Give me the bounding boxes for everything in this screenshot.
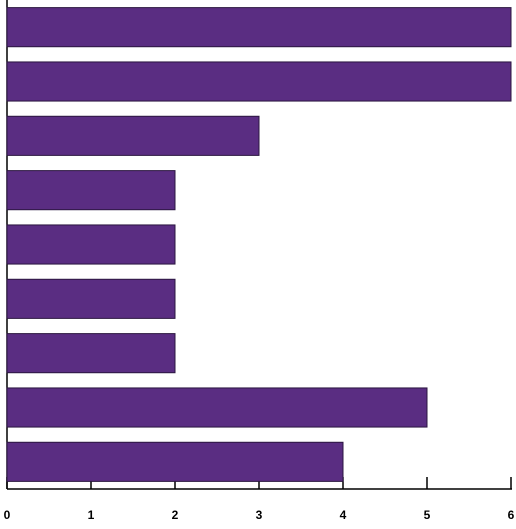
bar <box>6 7 512 48</box>
bar <box>6 278 176 319</box>
x-tick-label: 4 <box>340 508 347 522</box>
bar <box>6 441 344 482</box>
x-tick-label: 5 <box>424 508 431 522</box>
x-tick-label: 0 <box>4 508 11 522</box>
x-tick-label: 2 <box>172 508 179 522</box>
bar <box>6 170 176 211</box>
bar <box>6 387 428 428</box>
x-tick-label: 1 <box>88 508 95 522</box>
bar <box>6 224 176 265</box>
bar <box>6 61 512 102</box>
bar <box>6 333 176 374</box>
bar <box>6 115 260 156</box>
x-tick-label: 6 <box>508 508 515 522</box>
x-tick-label: 3 <box>256 508 263 522</box>
